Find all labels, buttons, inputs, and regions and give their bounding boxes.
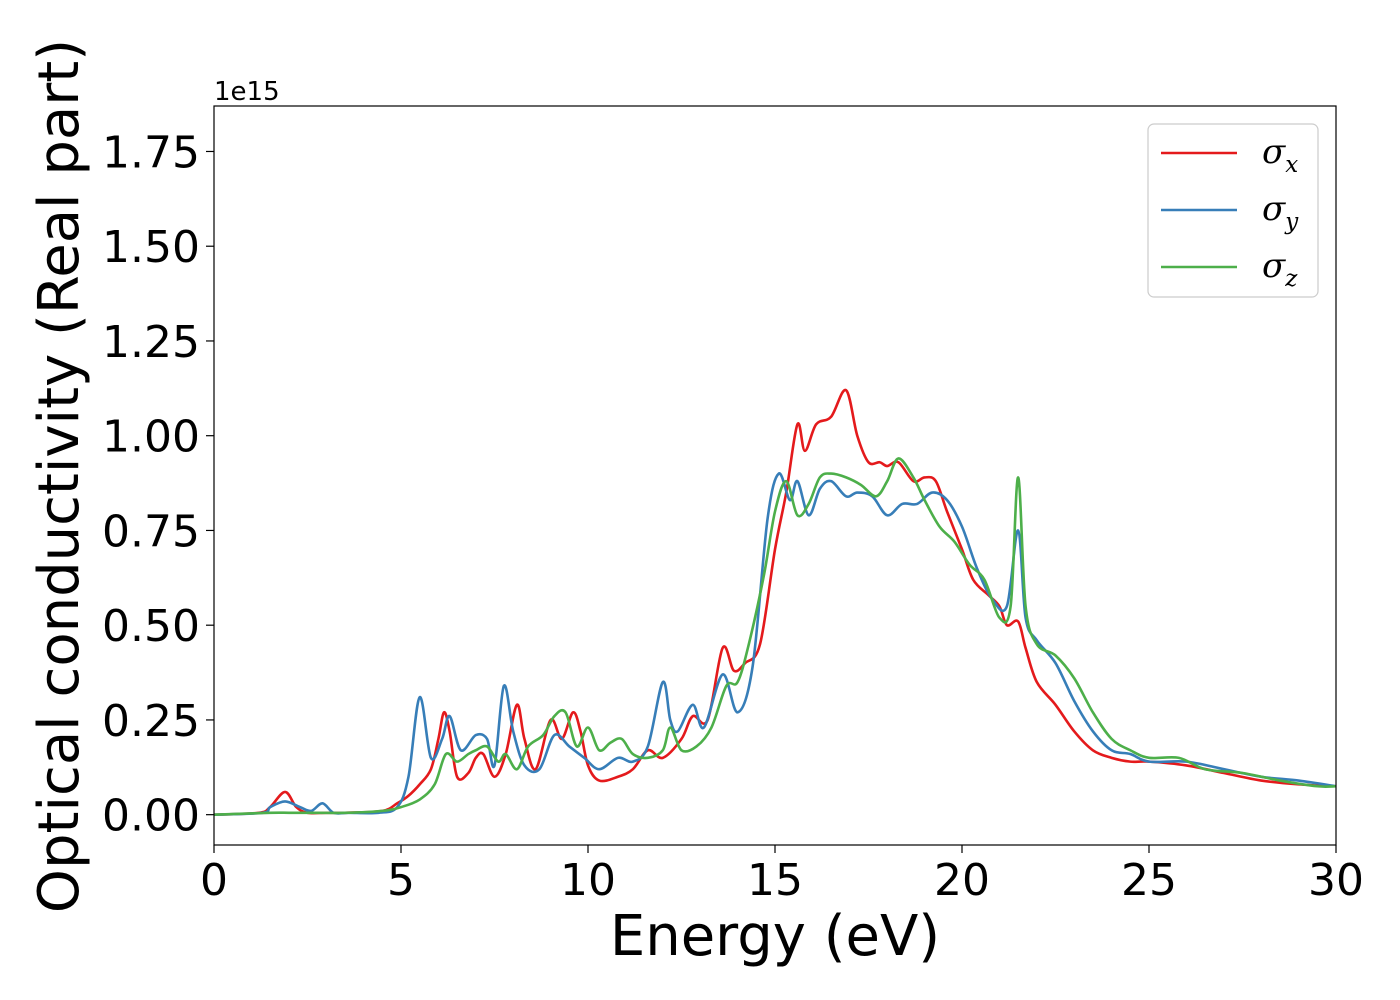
x-tick-label: 30 <box>1308 855 1364 906</box>
series-line-z <box>214 457 1336 816</box>
legend-label-base: σ <box>1262 132 1286 172</box>
x-tick-label: 25 <box>1121 855 1177 906</box>
y-offset-text: 1e15 <box>214 77 280 107</box>
x-axis-ticks: 0 5 10 15 20 25 30 <box>200 845 1364 906</box>
legend-label-y: σy <box>1262 189 1299 235</box>
x-tick-label: 0 <box>200 855 228 906</box>
series-line-x <box>214 388 1336 816</box>
series-layer <box>214 388 1336 816</box>
y-tick-label: 0.75 <box>102 506 200 557</box>
legend-label-base: σ <box>1262 246 1286 286</box>
x-tick-label: 20 <box>934 855 990 906</box>
legend-label-subscript: y <box>1284 209 1299 235</box>
x-tick-label: 5 <box>387 855 415 906</box>
y-tick-label: 0.50 <box>102 601 200 652</box>
legend-label-base: σ <box>1262 189 1286 229</box>
y-axis-title: Optical conductivity (Real part) <box>27 39 92 913</box>
y-axis-ticks: 0.00 0.25 0.50 0.75 1.00 1.25 1.50 1.75 <box>102 127 214 842</box>
legend-label-z: σz <box>1262 246 1298 292</box>
y-tick-label: 1.75 <box>102 127 200 178</box>
legend-label-subscript: x <box>1285 152 1298 178</box>
y-tick-label: 0.00 <box>102 791 200 842</box>
x-tick-label: 10 <box>560 855 616 906</box>
legend-label-subscript: z <box>1284 266 1298 292</box>
y-tick-label: 1.00 <box>102 412 200 463</box>
x-tick-label: 15 <box>747 855 803 906</box>
y-tick-label: 1.25 <box>102 317 200 368</box>
y-tick-label: 1.50 <box>102 222 200 273</box>
series-line-y <box>214 472 1336 816</box>
y-tick-label: 0.25 <box>102 696 200 747</box>
legend-label-x: σx <box>1262 132 1298 178</box>
x-axis-title: Energy (eV) <box>610 904 940 969</box>
